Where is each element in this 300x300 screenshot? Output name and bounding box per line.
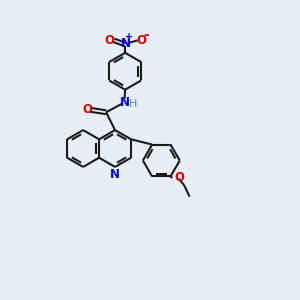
Text: N: N [120,37,130,50]
Text: O: O [174,171,184,184]
Text: N: N [110,168,120,181]
Text: H: H [129,99,137,109]
Text: -: - [143,28,149,42]
Text: +: + [125,32,133,42]
Text: N: N [120,96,130,109]
Text: O: O [82,103,92,116]
Text: O: O [105,34,115,46]
Text: O: O [137,34,147,46]
